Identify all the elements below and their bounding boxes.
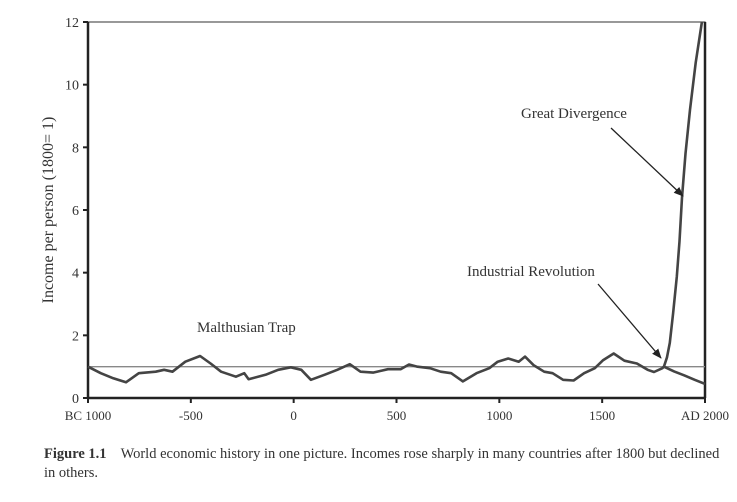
y-tick-label: 8 — [72, 141, 79, 156]
figure-label: Figure 1.1 — [44, 446, 107, 462]
plot-frame — [87, 21, 706, 399]
x-tick-label: 1000 — [486, 408, 512, 423]
axes: 0 2 4 6 8 10 12 BC 1000 -500 0 500 1000 1500 AD 2000 — [65, 16, 729, 423]
annotation-great-divergence: Great Divergence — [521, 106, 627, 122]
y-axis-label: Income per person (1800= 1) — [40, 117, 57, 304]
x-tick-label: AD 2000 — [681, 408, 729, 423]
figure-caption-text: World economic history in one picture. I… — [44, 446, 720, 481]
y-tick-label: 0 — [72, 392, 79, 407]
y-tick-label: 10 — [65, 79, 79, 94]
x-tick-label: BC 1000 — [65, 408, 112, 423]
annotation-malthusian-trap: Malthusian Trap — [197, 320, 296, 336]
x-tick-label: 500 — [387, 408, 407, 423]
y-tick-label: 6 — [72, 204, 79, 219]
figure-caption: Figure 1.1 World economic history in one … — [44, 445, 724, 483]
y-tick-label: 4 — [72, 267, 79, 282]
y-tick-label: 12 — [65, 16, 79, 31]
series-line-decline — [663, 365, 706, 386]
x-tick-label: 0 — [290, 408, 297, 423]
x-tick-label: -500 — [179, 408, 203, 423]
series-line-pre-industrial — [87, 352, 665, 384]
annotation-arrow-industrial-revolution — [597, 283, 662, 359]
annotation-arrow-great-divergence — [610, 127, 684, 197]
x-tick-label: 1500 — [589, 408, 615, 423]
series-line-great-divergence — [662, 21, 704, 368]
y-tick-label: 2 — [72, 329, 79, 344]
series-group — [87, 21, 706, 386]
annotation-industrial-revolution: Industrial Revolution — [467, 264, 595, 280]
